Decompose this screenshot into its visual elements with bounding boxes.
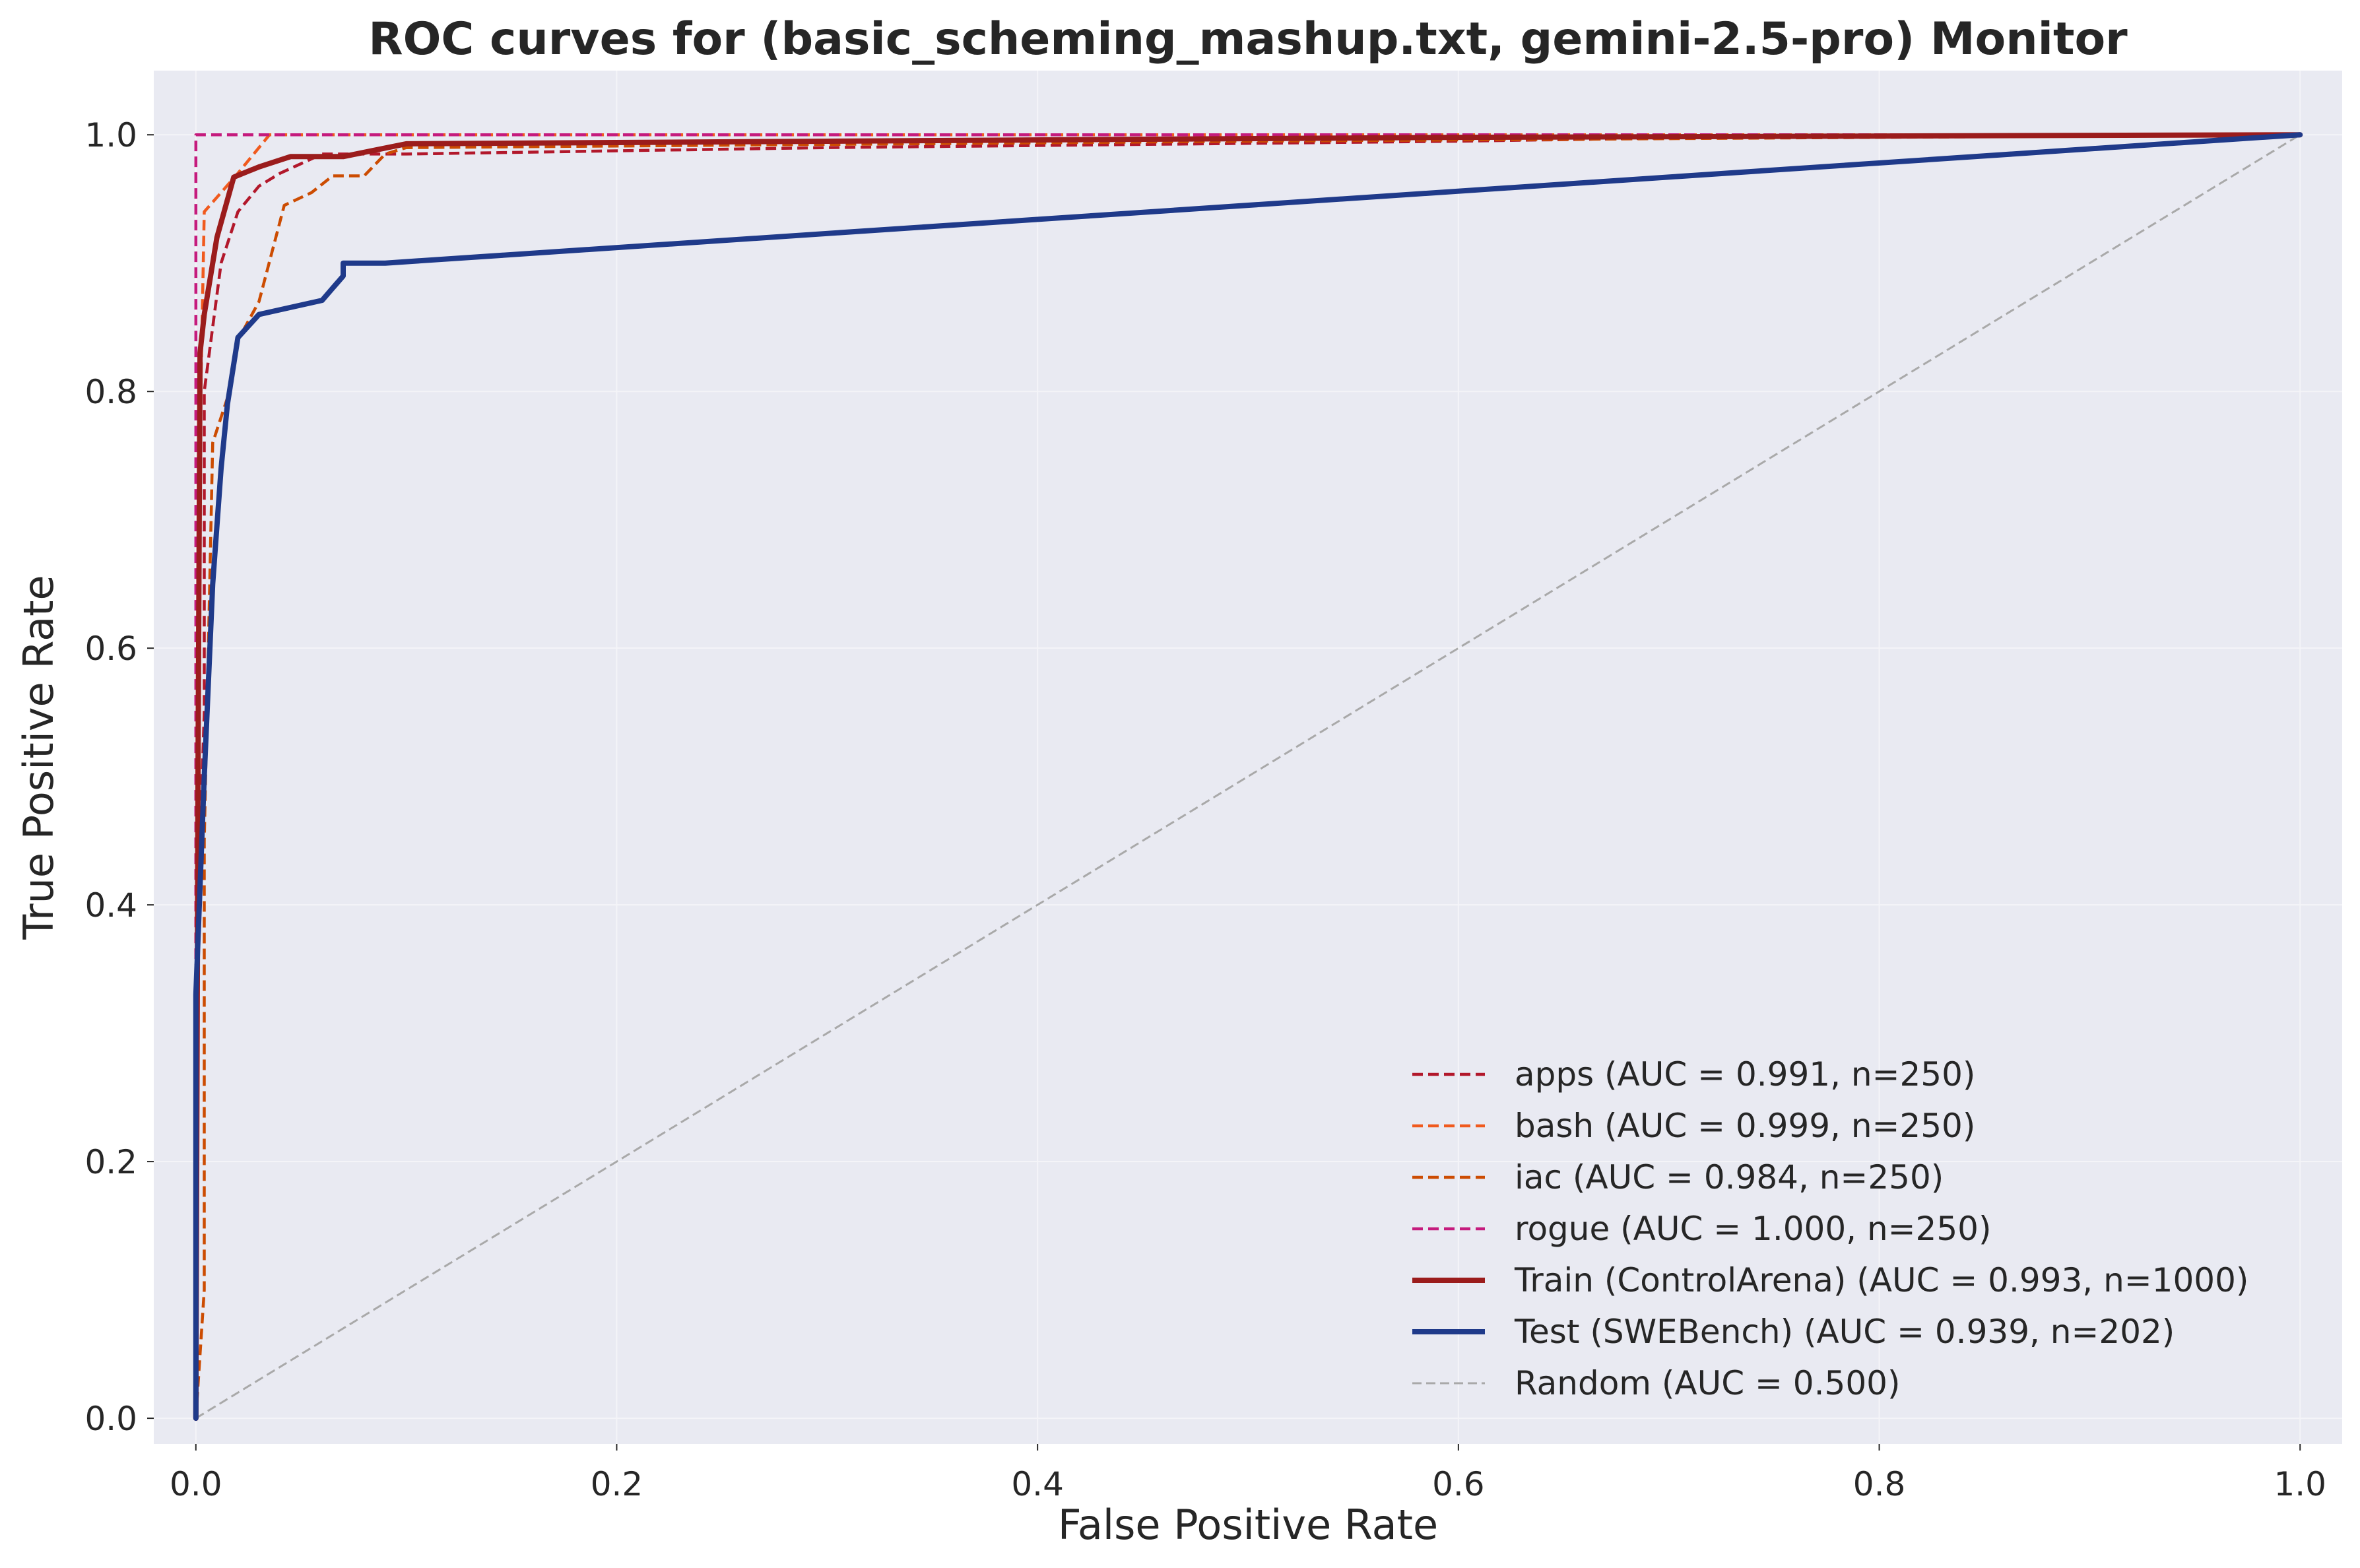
- x-tick-label: 0.2: [591, 1465, 643, 1503]
- series-lines: [193, 132, 2303, 1421]
- x-tick-label: 0.8: [1853, 1465, 1906, 1503]
- series-line: [195, 133, 2301, 1420]
- y-axis-ticks: 0.0 0.2 0.4 0.6 0.8 1.0: [84, 116, 154, 1438]
- plot-area: [154, 71, 2342, 1444]
- series-line: [194, 133, 2301, 1419]
- y-tick-label: 0.0: [84, 1400, 137, 1438]
- y-axis-label: True Positive Rate: [15, 575, 63, 940]
- x-axis-label: False Positive Rate: [1058, 1501, 1438, 1549]
- series-line: [193, 132, 2303, 1421]
- y-tick-label: 1.0: [84, 116, 137, 154]
- series-line: [193, 132, 2303, 1421]
- y-tick-label: 0.2: [84, 1143, 137, 1181]
- series-line: [194, 133, 2301, 1419]
- y-tick-label: 0.6: [84, 630, 137, 668]
- legend: apps (AUC = 0.991, n=250) bash (AUC = 0.9…: [1412, 1055, 2248, 1402]
- x-axis-ticks: 0.0 0.2 0.4 0.6 0.8 1.0: [170, 1444, 2326, 1503]
- x-tick-label: 1.0: [2274, 1465, 2326, 1503]
- legend-entry-label: apps (AUC = 0.991, n=250): [1515, 1055, 1975, 1094]
- x-tick-label: 0.6: [1432, 1465, 1485, 1503]
- legend-entry-label: Random (AUC = 0.500): [1515, 1364, 1900, 1402]
- y-tick-label: 0.4: [84, 886, 137, 925]
- legend-entry-label: Test (SWEBench) (AUC = 0.939, n=202): [1514, 1313, 2175, 1351]
- legend-entry-label: Train (ControlArena) (AUC = 0.993, n=100…: [1514, 1261, 2248, 1299]
- chart-title: ROC curves for (basic_scheming_mashup.tx…: [368, 13, 2128, 65]
- legend-entry-label: bash (AUC = 0.999, n=250): [1515, 1107, 1975, 1145]
- legend-entry-label: iac (AUC = 0.984, n=250): [1515, 1158, 1944, 1196]
- grid-lines: [154, 71, 2342, 1444]
- y-tick-label: 0.8: [84, 373, 137, 411]
- legend-entry-label: rogue (AUC = 1.000, n=250): [1515, 1210, 1992, 1248]
- x-tick-label: 0.0: [170, 1465, 222, 1503]
- x-tick-label: 0.4: [1011, 1465, 1064, 1503]
